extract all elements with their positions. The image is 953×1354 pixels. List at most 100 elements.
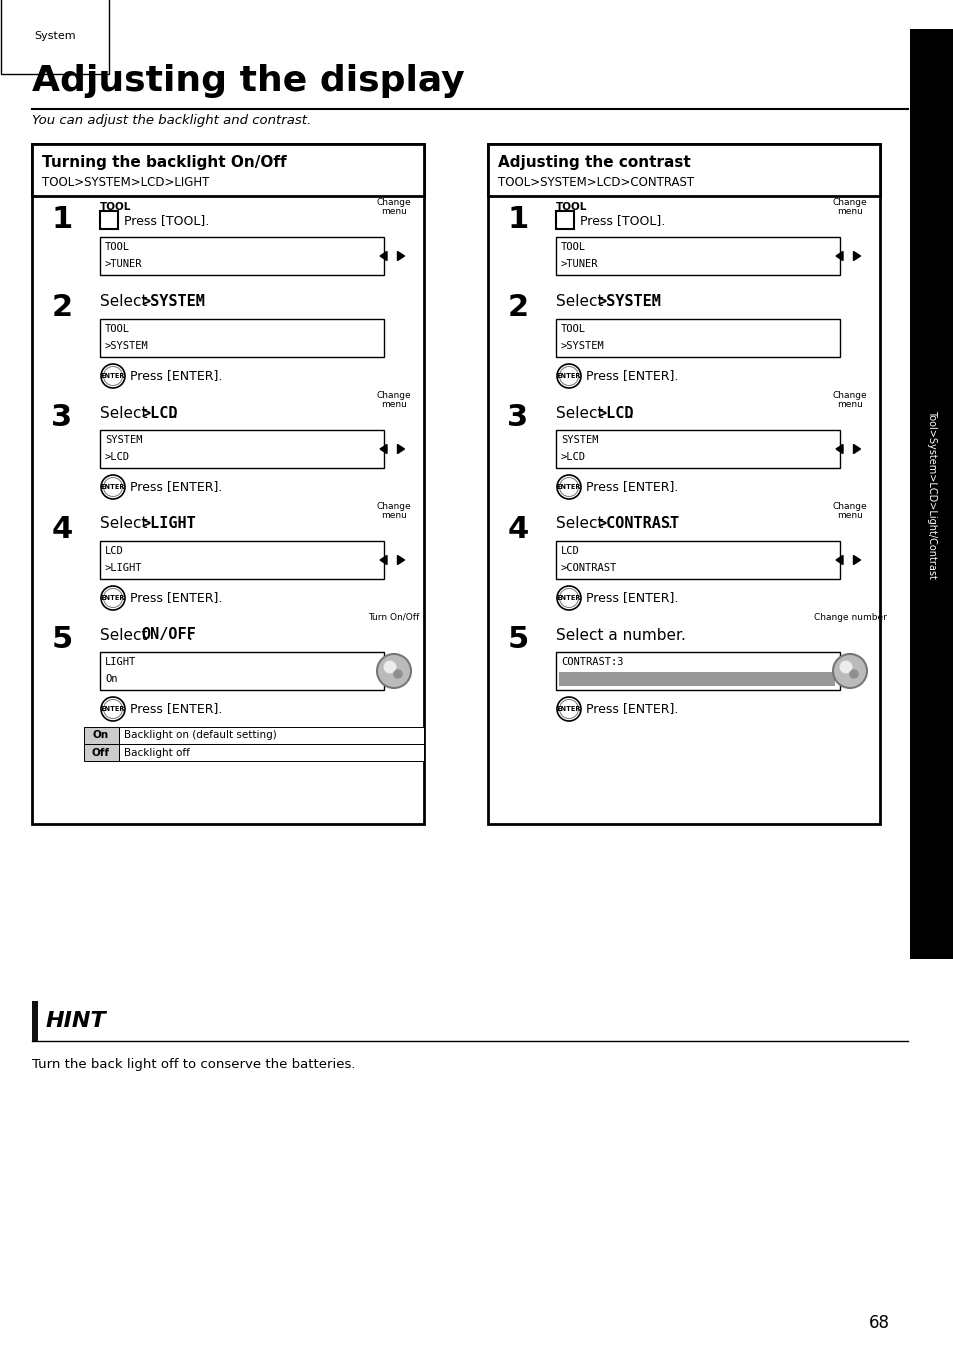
Text: Turn On/Off: Turn On/Off [368,613,419,621]
Circle shape [558,700,578,719]
Text: LIGHT: LIGHT [105,657,136,668]
Text: 3: 3 [507,403,528,432]
Text: menu: menu [836,207,862,217]
Text: CONTRAST:3: CONTRAST:3 [560,657,623,668]
Text: Press [ENTER].: Press [ENTER]. [585,703,678,715]
Text: >SYSTEM: >SYSTEM [105,341,149,351]
Text: Press [ENTER].: Press [ENTER]. [130,592,222,604]
Text: Press [ENTER].: Press [ENTER]. [130,370,222,382]
Text: Select: Select [100,627,152,643]
Text: Select: Select [556,516,608,532]
Text: .: . [172,405,177,421]
Text: menu: menu [836,399,862,409]
Circle shape [558,367,578,386]
Text: >LCD: >LCD [560,452,585,462]
Polygon shape [379,444,387,454]
Circle shape [101,586,125,611]
Bar [100,320,384,357]
Text: >TUNER: >TUNER [560,259,598,269]
Text: 2: 2 [507,292,528,321]
Text: 5: 5 [507,626,528,654]
Text: Select: Select [100,405,152,421]
Bar [119,727,423,743]
Text: TOOL: TOOL [560,324,585,334]
Bar [100,542,384,580]
Text: ENTER: ENTER [557,594,580,601]
Text: ENTER: ENTER [557,483,580,490]
Text: menu: menu [380,207,407,217]
Text: Press [ENTER].: Press [ENTER]. [585,370,678,382]
Bar [909,28,953,959]
Bar [32,144,423,825]
Bar [84,727,119,743]
Text: TOOL: TOOL [560,242,585,252]
Text: ON/OFF: ON/OFF [141,627,195,643]
Circle shape [557,586,580,611]
Circle shape [558,478,578,497]
Text: ENTER: ENTER [101,483,125,490]
Circle shape [393,669,402,678]
Text: Change: Change [832,391,866,399]
Bar [119,743,423,761]
Bar [556,211,574,229]
Circle shape [557,364,580,389]
Text: 4: 4 [507,515,528,543]
Text: >CONTRAST: >CONTRAST [560,563,617,573]
Text: Change: Change [832,502,866,510]
Text: menu: menu [380,399,407,409]
Polygon shape [853,444,860,454]
Polygon shape [853,555,860,565]
Bar [556,431,840,468]
Text: TOOL: TOOL [105,324,130,334]
Bar [556,237,840,275]
Text: >SYSTEM: >SYSTEM [597,295,660,310]
Circle shape [557,697,580,720]
Text: 68: 68 [868,1313,889,1332]
Text: Select: Select [100,516,152,532]
Text: Select: Select [556,405,608,421]
Circle shape [832,654,866,688]
Text: Backlight off: Backlight off [124,747,190,757]
Bar [488,144,879,825]
Text: 1: 1 [507,204,528,233]
Circle shape [839,661,852,673]
Text: 4: 4 [51,515,72,543]
Text: >LCD: >LCD [597,405,633,421]
Polygon shape [397,252,404,260]
Text: Backlight on (default setting): Backlight on (default setting) [124,731,276,741]
Text: >LIGHT: >LIGHT [105,563,142,573]
Circle shape [376,654,411,688]
Circle shape [101,364,125,389]
Circle shape [103,367,122,386]
Text: Select: Select [556,295,608,310]
Text: ENTER: ENTER [557,705,580,712]
Text: Adjusting the contrast: Adjusting the contrast [497,154,690,169]
Text: Change: Change [376,502,411,510]
Text: Turning the backlight On/Off: Turning the backlight On/Off [42,154,286,169]
Text: .: . [666,516,671,532]
Text: LCD: LCD [560,546,579,556]
Text: You can adjust the backlight and contrast.: You can adjust the backlight and contras… [32,114,311,127]
Text: SYSTEM: SYSTEM [560,435,598,445]
Text: Press [ENTER].: Press [ENTER]. [130,703,222,715]
Bar [100,653,384,691]
Circle shape [101,475,125,500]
Text: 2: 2 [51,292,72,321]
Circle shape [103,700,122,719]
Bar [32,1001,38,1041]
Text: menu: menu [836,510,862,520]
Bar [84,743,119,761]
Polygon shape [835,444,842,454]
Text: System: System [34,31,75,41]
Polygon shape [835,555,842,565]
Text: Press [ENTER].: Press [ENTER]. [130,481,222,493]
Bar [488,144,879,196]
Polygon shape [853,252,860,260]
Text: Press [ENTER].: Press [ENTER]. [585,481,678,493]
Polygon shape [835,252,842,260]
Text: SYSTEM: SYSTEM [105,435,142,445]
Text: Press [ENTER].: Press [ENTER]. [585,592,678,604]
Bar [78,198,90,821]
Text: Press [TOOL].: Press [TOOL]. [579,214,664,227]
Text: HINT: HINT [46,1011,107,1030]
